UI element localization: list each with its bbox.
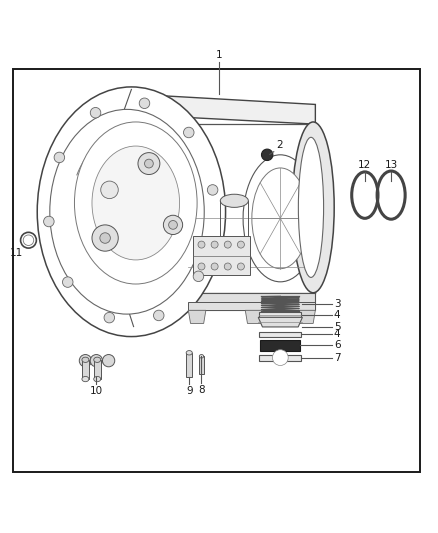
Circle shape <box>163 215 183 235</box>
Circle shape <box>145 159 153 168</box>
Text: 13: 13 <box>385 160 398 170</box>
Circle shape <box>139 98 150 109</box>
Circle shape <box>153 310 164 321</box>
Ellipse shape <box>82 357 89 362</box>
Bar <box>186 353 192 377</box>
Text: 1: 1 <box>215 50 223 60</box>
Bar <box>94 360 101 379</box>
Text: 7: 7 <box>334 353 340 362</box>
Circle shape <box>211 263 218 270</box>
Text: 12: 12 <box>358 160 371 170</box>
Circle shape <box>207 184 218 195</box>
Polygon shape <box>259 354 301 361</box>
Bar <box>199 356 204 374</box>
Text: 6: 6 <box>334 341 340 350</box>
Circle shape <box>63 277 73 287</box>
Text: 2: 2 <box>276 140 283 150</box>
Ellipse shape <box>220 247 248 260</box>
Polygon shape <box>245 310 263 324</box>
Circle shape <box>101 181 118 199</box>
Ellipse shape <box>92 146 180 260</box>
Circle shape <box>224 241 231 248</box>
Circle shape <box>102 354 115 367</box>
Text: 11: 11 <box>10 248 23 258</box>
Ellipse shape <box>186 351 192 355</box>
Polygon shape <box>259 332 301 337</box>
Polygon shape <box>123 93 315 124</box>
Ellipse shape <box>94 357 101 362</box>
Polygon shape <box>188 310 206 324</box>
Polygon shape <box>260 340 300 351</box>
Circle shape <box>261 149 273 160</box>
Text: 3: 3 <box>334 298 340 309</box>
Ellipse shape <box>37 87 226 336</box>
Text: 4: 4 <box>334 329 340 340</box>
Polygon shape <box>123 293 315 310</box>
Polygon shape <box>188 124 315 293</box>
Ellipse shape <box>220 194 248 207</box>
Polygon shape <box>258 317 302 327</box>
Text: 5: 5 <box>334 322 340 332</box>
Circle shape <box>90 354 102 367</box>
Ellipse shape <box>243 155 318 282</box>
Ellipse shape <box>252 168 309 269</box>
Circle shape <box>237 241 244 248</box>
Circle shape <box>44 216 54 227</box>
Circle shape <box>237 263 244 270</box>
Polygon shape <box>123 114 188 302</box>
Circle shape <box>211 241 218 248</box>
Circle shape <box>54 152 65 163</box>
Circle shape <box>272 350 288 366</box>
Circle shape <box>193 271 204 281</box>
Circle shape <box>198 241 205 248</box>
Polygon shape <box>188 302 315 310</box>
Ellipse shape <box>199 354 204 358</box>
Ellipse shape <box>292 122 334 293</box>
Text: 8: 8 <box>198 385 205 395</box>
Circle shape <box>92 225 118 251</box>
Text: 10: 10 <box>90 386 103 395</box>
Circle shape <box>198 263 205 270</box>
Ellipse shape <box>94 376 101 382</box>
Text: 9: 9 <box>186 386 193 395</box>
Circle shape <box>224 263 231 270</box>
Circle shape <box>184 127 194 138</box>
Ellipse shape <box>74 122 197 284</box>
Circle shape <box>104 312 115 323</box>
Ellipse shape <box>82 376 89 382</box>
Circle shape <box>90 108 101 118</box>
Bar <box>82 360 89 379</box>
Circle shape <box>79 354 92 367</box>
Circle shape <box>100 233 110 243</box>
Text: 4: 4 <box>334 310 340 320</box>
Bar <box>193 236 250 275</box>
Circle shape <box>169 221 177 229</box>
Polygon shape <box>298 310 315 324</box>
Circle shape <box>138 152 160 174</box>
Ellipse shape <box>50 109 204 314</box>
Ellipse shape <box>298 138 324 277</box>
Polygon shape <box>259 312 301 317</box>
